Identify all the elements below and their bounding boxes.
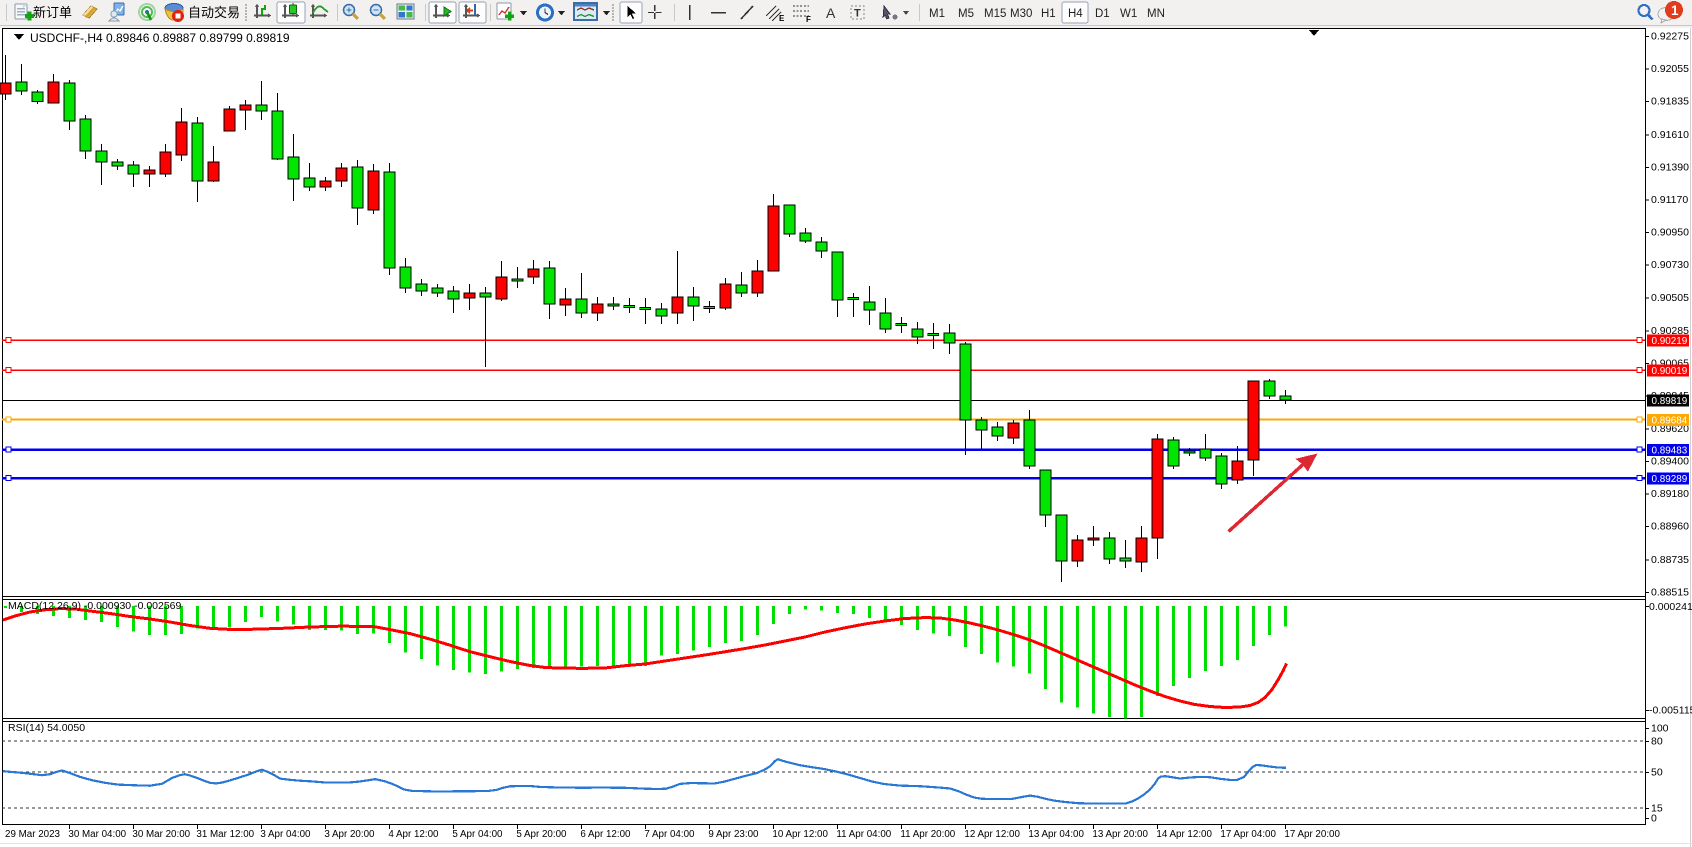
svg-text:RSI(14) 54.0050: RSI(14) 54.0050 — [8, 722, 85, 734]
svg-text:0.000241: 0.000241 — [1649, 601, 1692, 613]
svg-text:30 Mar 20:00: 30 Mar 20:00 — [132, 829, 190, 840]
svg-text:0.91610: 0.91610 — [1651, 129, 1689, 141]
svg-text:15: 15 — [1651, 803, 1663, 815]
svg-text:11 Apr 04:00: 11 Apr 04:00 — [836, 829, 891, 840]
svg-text:H1: H1 — [1041, 8, 1056, 20]
svg-text:F: F — [806, 15, 811, 24]
svg-text:0.92055: 0.92055 — [1651, 63, 1689, 75]
svg-text:17 Apr 04:00: 17 Apr 04:00 — [1220, 829, 1276, 840]
svg-text:3 Apr 04:00: 3 Apr 04:00 — [260, 829, 311, 840]
svg-text:0.89819: 0.89819 — [1652, 396, 1688, 407]
svg-text:-0.005115: -0.005115 — [1649, 705, 1692, 717]
svg-text:5 Apr 04:00: 5 Apr 04:00 — [452, 829, 503, 840]
svg-text:7 Apr 04:00: 7 Apr 04:00 — [644, 829, 695, 840]
svg-text:0.91170: 0.91170 — [1651, 194, 1688, 206]
svg-text:50: 50 — [1651, 767, 1663, 779]
svg-text:0.90019: 0.90019 — [1652, 366, 1688, 377]
svg-text:E: E — [779, 14, 785, 23]
svg-text:12 Apr 12:00: 12 Apr 12:00 — [964, 829, 1020, 840]
svg-text:0.88735: 0.88735 — [1651, 554, 1689, 566]
svg-text:5 Apr 20:00: 5 Apr 20:00 — [516, 829, 567, 840]
svg-text:A: A — [826, 5, 836, 21]
svg-text:0.91835: 0.91835 — [1651, 96, 1689, 108]
svg-text:0.89180: 0.89180 — [1651, 488, 1689, 500]
svg-text:自动交易: 自动交易 — [188, 5, 240, 20]
svg-text:100: 100 — [1651, 723, 1669, 735]
svg-text:0.88960: 0.88960 — [1651, 521, 1689, 533]
svg-text:6 Apr 12:00: 6 Apr 12:00 — [580, 829, 631, 840]
svg-text:0.92275: 0.92275 — [1651, 31, 1689, 43]
svg-text:0.90505: 0.90505 — [1651, 292, 1689, 304]
svg-text:9 Apr 23:00: 9 Apr 23:00 — [708, 829, 759, 840]
svg-text:1: 1 — [1671, 3, 1679, 18]
svg-text:0.90285: 0.90285 — [1651, 325, 1689, 337]
svg-text:11 Apr 20:00: 11 Apr 20:00 — [900, 829, 955, 840]
svg-text:0.89400: 0.89400 — [1651, 456, 1689, 468]
svg-text:17 Apr 20:00: 17 Apr 20:00 — [1284, 829, 1340, 840]
svg-text:0.91390: 0.91390 — [1651, 161, 1689, 173]
svg-text:0.88515: 0.88515 — [1651, 587, 1689, 599]
svg-text:0.89289: 0.89289 — [1652, 474, 1688, 485]
svg-text:MN: MN — [1147, 8, 1165, 20]
svg-text:0.90730: 0.90730 — [1651, 259, 1689, 271]
svg-text:M5: M5 — [958, 8, 974, 20]
svg-text:10 Apr 12:00: 10 Apr 12:00 — [772, 829, 828, 840]
svg-text:T: T — [854, 8, 861, 20]
svg-text:USDCHF-,H4 0.89846 0.89887 0.: USDCHF-,H4 0.89846 0.89887 0.89799 0.898… — [30, 31, 290, 45]
svg-text:0.90950: 0.90950 — [1651, 226, 1689, 238]
svg-text:0.90219: 0.90219 — [1652, 336, 1688, 347]
svg-text:W1: W1 — [1120, 8, 1137, 20]
svg-text:M30: M30 — [1010, 8, 1032, 20]
svg-text:MACD(12,26,9) -0.000930 -0.002: MACD(12,26,9) -0.000930 -0.002569 — [8, 600, 182, 612]
svg-text:30 Mar 04:00: 30 Mar 04:00 — [68, 829, 126, 840]
svg-text:29 Mar 2023: 29 Mar 2023 — [5, 829, 61, 840]
svg-text:0.89684: 0.89684 — [1652, 416, 1688, 427]
svg-text:4 Apr 12:00: 4 Apr 12:00 — [388, 829, 439, 840]
svg-text:0: 0 — [1651, 813, 1657, 825]
svg-text:0.89620: 0.89620 — [1651, 423, 1689, 435]
svg-text:M1: M1 — [929, 8, 945, 20]
svg-text:3 Apr 20:00: 3 Apr 20:00 — [324, 829, 375, 840]
svg-text:D1: D1 — [1095, 8, 1110, 20]
svg-text:H4: H4 — [1068, 8, 1083, 20]
svg-text:0.89483: 0.89483 — [1652, 446, 1688, 457]
svg-text:13 Apr 04:00: 13 Apr 04:00 — [1028, 829, 1084, 840]
svg-text:14 Apr 12:00: 14 Apr 12:00 — [1156, 829, 1212, 840]
svg-text:M15: M15 — [984, 8, 1006, 20]
svg-text:13 Apr 20:00: 13 Apr 20:00 — [1092, 829, 1148, 840]
svg-text:80: 80 — [1651, 736, 1663, 748]
svg-text:新订单: 新订单 — [33, 5, 72, 20]
svg-text:31 Mar 12:00: 31 Mar 12:00 — [196, 829, 254, 840]
